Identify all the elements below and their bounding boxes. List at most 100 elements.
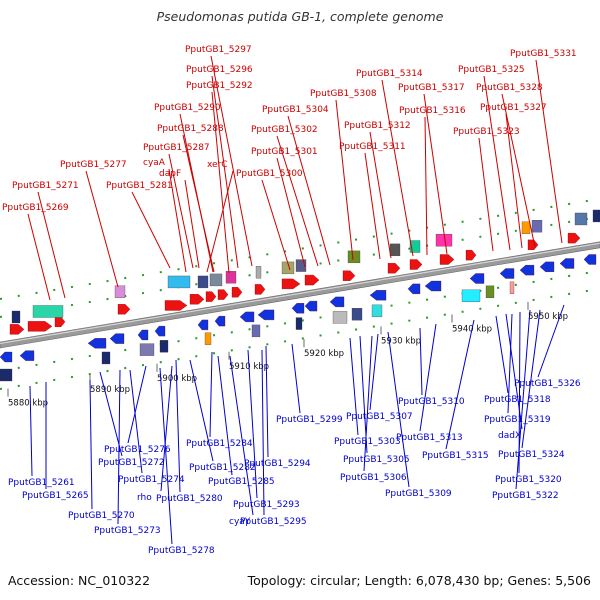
reverse-label-leader	[229, 355, 254, 516]
reverse-gene-label: PputGB1_5299	[276, 415, 343, 425]
reverse-label-leader	[261, 349, 265, 516]
forward-gene-label: PputGB1_5296	[186, 65, 253, 75]
forward-label-leader	[501, 93, 536, 248]
forward-label-leader	[168, 153, 194, 269]
reverse-gene-label: PputGB1_5276	[104, 445, 171, 455]
forward-feature-block	[197, 275, 209, 289]
tick-label: 5920 kbp	[304, 349, 344, 359]
reverse-gene-label: PputGB1_5319	[484, 415, 551, 425]
genome-title: Pseudomonas putida GB-1, complete genome	[156, 9, 444, 24]
forward-label-leader	[535, 59, 563, 244]
forward-feature-block	[114, 285, 126, 298]
forward-label-leader	[131, 191, 171, 269]
reverse-gene-arrow	[499, 268, 515, 279]
forward-label-leader	[210, 55, 253, 267]
forward-feature-block	[225, 271, 237, 284]
forward-feature-block	[209, 273, 223, 287]
reverse-feature-block	[485, 285, 495, 298]
backbone-highlight	[0, 242, 600, 344]
reverse-feature-block	[509, 281, 515, 294]
reverse-gene-arrow	[329, 296, 345, 308]
reverse-label-leader	[265, 345, 269, 458]
reverse-label-leader	[419, 327, 423, 396]
topology-text: Topology: circular; Length: 6,078,430 bp…	[247, 573, 591, 588]
forward-gene-label: cyaA	[143, 158, 166, 168]
forward-label-leader	[211, 91, 230, 274]
reverse-gene-label: PputGB1_5293	[233, 500, 300, 510]
forward-feature-block	[531, 220, 543, 233]
forward-gene-label: PputGB1_5314	[356, 69, 423, 79]
reverse-gene-arrow	[19, 350, 35, 361]
reverse-gene-arrow	[87, 338, 107, 349]
forward-gene-arrow	[217, 289, 229, 300]
reverse-gene-label: PputGB1_5285	[208, 477, 275, 487]
reverse-label-leader	[515, 309, 531, 490]
forward-feature-block	[32, 305, 64, 318]
forward-gene-arrow	[9, 324, 25, 335]
reverse-feature-block	[0, 368, 13, 382]
forward-gene-label: PputGB1_5312	[344, 121, 411, 131]
forward-gene-label: PputGB1_5269	[2, 203, 69, 213]
forward-gene-label: PputGB1_5317	[398, 83, 465, 93]
forward-label-leader	[206, 170, 234, 273]
forward-gene-label: PputGB1_5292	[186, 81, 253, 91]
forward-gene-label: PputGB1_5277	[60, 160, 127, 170]
reverse-gene-label: dadX	[498, 431, 521, 441]
reverse-gene-arrow	[257, 309, 275, 321]
reverse-gene-arrow	[469, 273, 485, 284]
reverse-feature-block	[101, 351, 111, 365]
forward-label-leader	[287, 115, 331, 266]
reverse-gene-label: PputGB1_5307	[346, 412, 413, 422]
reverse-gene-label: PputGB1_5294	[244, 459, 311, 469]
forward-label-leader	[423, 93, 448, 255]
reverse-gene-label: cyaY	[229, 517, 251, 527]
forward-label-leader	[27, 213, 51, 301]
forward-gene-arrow	[254, 284, 266, 295]
reverse-label-leader	[89, 379, 93, 510]
forward-gene-arrow	[54, 316, 66, 327]
reverse-feature-block	[351, 308, 363, 321]
reverse-label-leader	[175, 359, 181, 493]
reverse-gene-arrow	[154, 325, 166, 337]
forward-gene-label: PputGB1_5316	[399, 106, 466, 116]
reverse-feature-block	[295, 317, 303, 330]
reverse-label-leader	[349, 337, 359, 436]
forward-feature-block	[255, 266, 262, 279]
forward-gene-label: PputGB1_5271	[12, 181, 79, 191]
forward-label-leader	[168, 168, 187, 273]
reverse-label-leader	[217, 355, 233, 476]
reverse-gene-label: PputGB1_5272	[98, 458, 165, 468]
forward-label-leader	[381, 79, 414, 257]
reverse-feature-block	[204, 332, 212, 345]
forward-label-leader	[179, 113, 214, 273]
forward-gene-label: PputGB1_5304	[262, 105, 329, 115]
forward-gene-label: PputGB1_5290	[154, 103, 221, 113]
reverse-gene-label: PputGB1_5261	[8, 478, 75, 488]
forward-gene-arrow	[567, 232, 581, 244]
reverse-gene-label: PputGB1_5284	[186, 439, 253, 449]
forward-label-leader	[335, 99, 354, 261]
reverse-gene-label: PputGB1_5315	[422, 451, 489, 461]
reverse-gene-label: PputGB1_5310	[398, 397, 465, 407]
reverse-gene-label: PputGB1_5270	[68, 511, 135, 521]
forward-label-leader	[37, 191, 66, 299]
reverse-feature-block	[251, 324, 261, 338]
reverse-label-leader	[189, 359, 214, 462]
forward-gene-arrow	[205, 291, 217, 302]
forward-gene-arrow	[164, 300, 188, 311]
forward-feature-block	[389, 243, 401, 257]
forward-feature-block	[295, 259, 307, 272]
reverse-feature-block	[139, 343, 155, 356]
forward-gene-arrow	[439, 254, 455, 265]
reverse-gene-label: PputGB1_5278	[148, 546, 215, 556]
forward-gene-label: PputGB1_5328	[476, 83, 543, 93]
tick-label: 5880 kbp	[8, 399, 48, 409]
forward-label-leader	[369, 131, 392, 259]
forward-gene-arrow	[465, 250, 477, 261]
forward-gene-label: PputGB1_5308	[310, 89, 377, 99]
forward-label-leader	[85, 170, 119, 288]
reverse-label-leader	[507, 313, 513, 414]
forward-gene-arrow	[387, 263, 401, 274]
forward-feature-block	[521, 221, 531, 234]
